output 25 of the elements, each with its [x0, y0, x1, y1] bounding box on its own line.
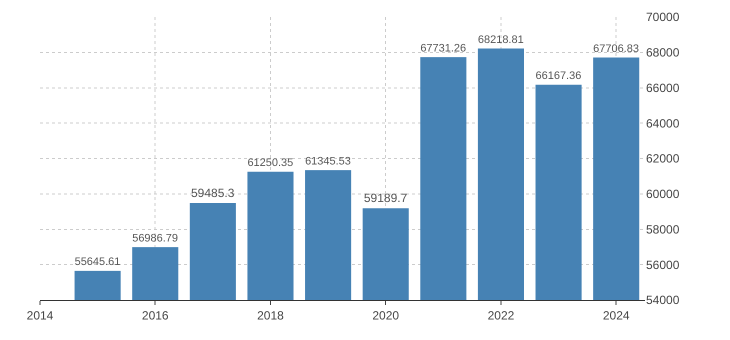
data-label: 59189.7	[364, 191, 408, 206]
x-tick-label: 2022	[488, 308, 515, 322]
x-tick-label: 2016	[142, 308, 169, 322]
x-tick-label: 2018	[257, 308, 284, 322]
y-tick-label: 66000	[646, 80, 680, 95]
y-tick-label: 58000	[646, 222, 680, 236]
x-tick-label: 2014	[26, 308, 54, 322]
x-tick-label: 2020	[372, 308, 400, 322]
y-tick-label: 54000	[646, 293, 680, 308]
data-label: 61345.53	[305, 155, 351, 168]
data-label: 56986.79	[132, 232, 178, 244]
data-label: 67731.26	[420, 42, 466, 54]
y-tick-label: 64000	[646, 116, 680, 130]
y-tick-label: 62000	[646, 152, 680, 166]
data-label: 55645.61	[74, 256, 120, 268]
y-tick-label: 68000	[646, 46, 680, 60]
y-tick-label: 70000	[646, 10, 680, 24]
data-label: 67706.83	[593, 42, 639, 55]
data-label: 59485.3	[191, 186, 235, 200]
data-label: 68218.81	[478, 34, 524, 46]
data-label: 66167.36	[536, 70, 582, 82]
x-tick-label: 2024	[602, 308, 630, 322]
y-tick-label: 56000	[646, 258, 680, 272]
y-tick-label: 60000	[646, 187, 680, 202]
data-label: 61250.35	[247, 157, 294, 170]
